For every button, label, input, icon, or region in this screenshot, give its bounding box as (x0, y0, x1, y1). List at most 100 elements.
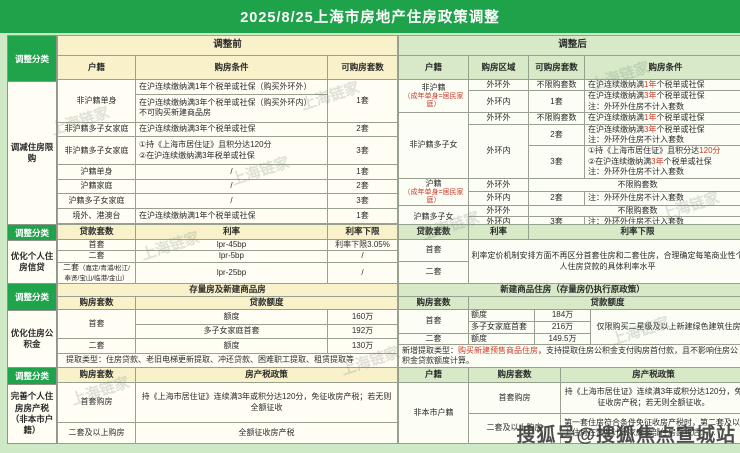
tax-policy-cell: 第一套住房符合条件免征收房产税时，第二套及以上住房在合并计算家庭全部住房面积后…… (560, 412, 740, 444)
category-header-s2: 调整分类 (8, 225, 56, 241)
count-cell: 1套 (327, 79, 398, 123)
quota-name-cell: 多子女家庭首套 (135, 323, 328, 339)
cond-text: 在沪连续缴纳满 (588, 80, 644, 89)
cond-highlight: 3年 (644, 124, 657, 134)
after-table-s4: 户籍 购房套数 房产税政策 非本市户籍 首套购房 持《上海市居住证》连续满3年或… (398, 367, 740, 444)
cond-text: ②在沪连续缴纳满 (588, 156, 652, 166)
loan-districts: （嘉定/青浦/松江/奉贤/宝山/临港/金山） (64, 264, 130, 283)
hukou-cell: 沪籍单身 (57, 164, 136, 180)
count-cell: 2套 (327, 178, 398, 195)
table-row: 沪籍 （成年单身=居民家庭） 外环外 不限购套数 (398, 177, 740, 207)
zone-cell: 外环内 (468, 123, 529, 179)
quota-value-cell: 160万 (327, 309, 398, 325)
col-count: 可购房套数 (327, 55, 398, 80)
cond-highlight: 120分 (699, 146, 721, 156)
note-highlight: 购买新建预售商品住房 (458, 345, 538, 355)
table-row: 二套及以上购房 第一套住房符合条件免征收房产税时，第二套及以上住房在合并计算家庭… (399, 412, 740, 444)
table-row: 首套购房 持《上海市居住证》连续满3年或积分达120分，免征收房产税；若无则全额… (57, 381, 398, 424)
col-hukou: 户籍 (398, 367, 469, 383)
col-purchase-count: 购房套数 (57, 367, 136, 383)
col-loan-count: 贷款套数 (57, 224, 136, 240)
table-row: 多子女家庭首套 216万 (399, 320, 740, 334)
before-table-s1: 调整前 户籍 购房条件 可购房套数 非沪籍单身 在沪连续缴纳满1年个税单或社保（… (57, 35, 398, 226)
after-table-s3: 新建商品住房（存量房仍执行原政策） 购房套数 贷款额度 首套 额度 184万 仅… (397, 283, 740, 368)
cond-text: 在沪连续缴纳满 (588, 113, 644, 123)
purchase-count-cell: 二套及以上购房 (468, 412, 561, 444)
cond-highlight: 3年 (644, 91, 657, 101)
cond-text: ①持《上海市居住证》且积分达 (588, 146, 700, 156)
tax-policy-cell: 持《上海市居住证》连续满3年或积分达120分，免征收房产税；若无则全额征收。 (560, 382, 740, 414)
cond-cell: 在沪连续缴纳满3年个税单或社保 注：外环外住房不计入套数 (583, 90, 740, 114)
cond-text: 在沪连续缴纳满 (588, 124, 644, 134)
table-row: 首套 利率定价机制安排方面不再区分首套住房和二套住房，合理确定每笔商业性个人住房… (398, 239, 740, 284)
cond-highlight: 1年 (644, 113, 657, 123)
before-table-s4: 购房套数 房产税政策 首套购房 持《上海市居住证》连续满3年或积分达120分，免… (57, 367, 398, 444)
table-row: 非沪籍多子女家庭 ①持《上海市居住证》且积分达120分 ②在沪连续缴纳满3年税单… (57, 136, 398, 166)
category-header-s4: 调整分类 (8, 368, 56, 385)
cond-line: 在沪连续缴纳满3年个税单或社保 (588, 125, 740, 135)
after-header: 调整后 (397, 35, 740, 56)
col-hukou: 户籍 (57, 55, 136, 80)
col-rate: 利率 (468, 224, 529, 240)
rate-cell: lpr-25bp (135, 261, 328, 285)
col-rate-floor: 利率下限 (528, 224, 740, 240)
count-cell: 2套 (528, 191, 585, 206)
category-column-s2: 调整分类 优化个人住房信贷 (7, 224, 57, 284)
table-row: 沪籍单身 / 1套 (57, 164, 398, 180)
purchase-count-cell: 首套 (57, 309, 136, 339)
rate-floor-cell: 利率下限3.05% (327, 238, 398, 252)
col-rate: 利率 (135, 224, 328, 240)
policy-table: 调整分类 调减住房限购 调整前 户籍 购房条件 可购房套数 非沪籍单身 在沪连续… (7, 35, 740, 444)
hukou-cell: 非沪籍多子女家庭 (57, 121, 136, 138)
col-zone: 购房区域 (468, 55, 529, 80)
merged-count-cell: 不限购套数 (527, 177, 740, 193)
cond-note: 注：外环外住房不计入套数 (588, 101, 684, 111)
table-row: 非沪籍多子女 外环外 不限购套数 在沪连续缴纳满1年个税单或社保 (398, 112, 740, 179)
hukou-cell: 沪籍家庭 (57, 178, 136, 195)
quota-value-cell: 149.5万 (534, 332, 591, 346)
loan-count-cell: 二套（嘉定/青浦/松江/奉贤/宝山/临港/金山） (57, 261, 136, 285)
section4-label: 完善个人住房房产税（非本市户籍） (10, 391, 54, 436)
loan-count-cell: 二套 (398, 261, 469, 284)
table-row: 二套 额度 149.5万 (398, 332, 740, 346)
col-rate-floor: 利率下限 (327, 224, 398, 240)
col-purchase-count: 购房套数 (398, 296, 469, 310)
cond-cell: 在沪连续缴纳满3年个税单或社保 (135, 121, 328, 138)
table-row: 外环内 1套 在沪连续缴纳满3年个税单或社保 注：外环外住房不计入套数 (399, 90, 740, 114)
hukou-cell: 沪籍多子女 (398, 205, 469, 229)
hukou-cell: 非沪籍多子女家庭 (57, 136, 136, 166)
count-cell: 不限购套数 (528, 112, 585, 125)
section2-label: 优化个人住房信贷 (10, 250, 54, 272)
rate-cell: lpr-45bp (135, 238, 328, 252)
section1-label: 调减住房限购 (10, 141, 54, 163)
category-column-s3: 调整分类 优化住房公积金 (7, 283, 57, 368)
table-row: 沪籍多子女 外环外 不限购套数 (398, 204, 740, 229)
hukou-cell: 境外、港澳台 (57, 208, 136, 224)
purchase-count-cell: 首套购房 (468, 382, 561, 414)
col-purchase-count: 购房套数 (57, 296, 136, 310)
green-building-note: 仅限购买二星级及以上新建绿色建筑住房 (589, 308, 740, 346)
purchase-count-cell: 二套 (57, 338, 136, 354)
watermark-sohu: 搜狐号@搜狐焦点宣城站 (516, 425, 736, 446)
count-cell: 1套 (528, 90, 585, 114)
cond-cell: / (135, 164, 328, 180)
quota-name-cell: 额度 (135, 309, 328, 325)
cond-line: 在沪连续缴纳满3年个税单或社保 (588, 91, 740, 102)
zone-cell: 外环内 (468, 191, 529, 206)
cond-text: 个税单或社保 (656, 124, 705, 134)
count-cell: 2套 (327, 121, 398, 138)
hukou-cell: 沪籍多子女家庭 (57, 193, 136, 210)
cond-cell: 在沪连续缴纳满1年个税单或社保 (135, 208, 328, 224)
cond-cell: ①持《上海市居住证》且积分达120分 ②在沪连续缴纳满3年个税单或社保 注：外环… (583, 145, 740, 179)
table-row: 二套及以上购房 全额征收房产税 (57, 422, 398, 444)
cond-cell: ①持《上海市居住证》且积分达120分 ②在沪连续缴纳满3年税单或社保 (135, 136, 328, 166)
count-cell: 3套 (327, 136, 398, 166)
purchase-count-cell: 二套及以上购房 (57, 422, 136, 444)
cond-line: ①持《上海市居住证》且积分达120分 (139, 140, 272, 150)
purchase-count-cell: 首套 (398, 309, 469, 334)
before-header: 调整前 (57, 35, 398, 56)
cond-text: 个税单或社保 (656, 113, 705, 123)
cond-line: 不可购买新建商品房 (139, 108, 211, 118)
quota-name-cell: 多子女家庭首套 (468, 320, 535, 334)
section-housing-fund: 调整分类 优化住房公积金 存量房及新建商品房 购房套数 贷款额度 首套 额度 1… (7, 283, 740, 368)
